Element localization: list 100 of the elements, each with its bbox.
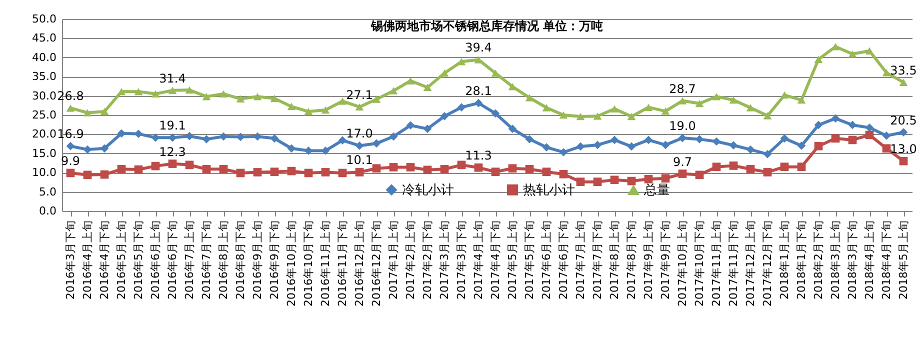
point bbox=[66, 168, 75, 178]
x-tick-label: 2017年9月下旬 bbox=[659, 220, 672, 300]
point bbox=[406, 121, 415, 130]
data-label: 9.9 bbox=[60, 154, 80, 168]
x-tick-label: 2017年5月下旬 bbox=[523, 220, 536, 300]
point bbox=[372, 139, 381, 148]
data-label: 11.3 bbox=[465, 148, 492, 163]
x-tick-label: 2017年10月上旬 bbox=[676, 220, 689, 306]
x-tick-label: 2016年12月下旬 bbox=[370, 220, 383, 306]
point bbox=[219, 164, 228, 174]
x-tick-label: 2016年6月下旬 bbox=[166, 220, 179, 300]
data-label: 19.0 bbox=[669, 119, 696, 134]
point bbox=[712, 137, 721, 146]
point bbox=[576, 178, 585, 186]
point bbox=[763, 168, 772, 176]
point bbox=[729, 141, 738, 150]
data-label: 19.1 bbox=[159, 118, 186, 133]
point bbox=[780, 134, 789, 143]
y-tick-label: 10.0 bbox=[32, 166, 56, 180]
point bbox=[117, 88, 126, 96]
point bbox=[610, 105, 619, 112]
point bbox=[882, 144, 891, 153]
point bbox=[83, 170, 92, 180]
x-tick-label: 2016年7月上旬 bbox=[183, 220, 196, 300]
point bbox=[389, 132, 398, 141]
point bbox=[865, 47, 874, 54]
point bbox=[406, 77, 415, 84]
point bbox=[151, 162, 160, 170]
point bbox=[678, 170, 687, 178]
point bbox=[304, 108, 313, 116]
x-tick-label: 2017年9月上旬 bbox=[642, 220, 655, 300]
x-tick-label: 2017年8月上旬 bbox=[608, 220, 621, 300]
point bbox=[457, 103, 466, 112]
point bbox=[882, 69, 891, 76]
point bbox=[168, 86, 177, 94]
point bbox=[712, 162, 721, 172]
y-tick-label: 20.0 bbox=[32, 128, 56, 141]
x-tick-label: 2016年11月上旬 bbox=[319, 220, 332, 306]
point bbox=[355, 142, 364, 150]
point bbox=[423, 84, 432, 91]
point bbox=[576, 142, 585, 151]
legend-label: 冷轧小计 bbox=[402, 182, 454, 198]
point bbox=[440, 164, 449, 174]
point bbox=[474, 98, 483, 108]
data-label: 27.1 bbox=[346, 88, 373, 102]
x-tick-label: 2018年1月上旬 bbox=[778, 220, 791, 300]
point bbox=[661, 140, 670, 150]
x-tick-label: 2017年8月下旬 bbox=[625, 220, 638, 300]
point bbox=[253, 92, 262, 100]
point bbox=[202, 135, 211, 144]
point bbox=[882, 132, 891, 140]
point bbox=[865, 123, 874, 132]
data-label: 31.4 bbox=[159, 71, 186, 86]
point bbox=[355, 168, 364, 176]
point bbox=[134, 88, 143, 96]
x-tick-label: 2017年3月下旬 bbox=[455, 220, 468, 300]
point bbox=[899, 156, 908, 166]
x-tick-label: 2017年10月下旬 bbox=[693, 220, 706, 306]
x-tick-label: 2016年9月上旬 bbox=[251, 220, 264, 300]
point bbox=[338, 168, 347, 178]
data-label: 26.8 bbox=[57, 89, 84, 104]
data-label: 28.7 bbox=[669, 82, 696, 96]
point bbox=[117, 164, 126, 174]
data-label: 12.3 bbox=[159, 144, 186, 159]
data-label: 16.9 bbox=[57, 127, 84, 142]
point bbox=[610, 136, 619, 144]
point bbox=[542, 168, 551, 176]
x-tick-label: 2017年11月下旬 bbox=[727, 220, 740, 306]
x-tick-label: 2018年1月下旬 bbox=[795, 220, 808, 300]
point bbox=[848, 50, 857, 58]
point bbox=[440, 112, 449, 120]
point bbox=[100, 108, 109, 116]
y-tick-label: 45.0 bbox=[32, 32, 56, 45]
y-tick-label: 30.0 bbox=[32, 89, 56, 102]
point bbox=[508, 164, 517, 173]
point bbox=[729, 96, 738, 104]
x-tick-label: 2016年5月下旬 bbox=[132, 220, 145, 300]
point bbox=[202, 164, 211, 174]
x-tick-label: 2017年6月下旬 bbox=[557, 220, 570, 300]
x-tick-label: 2016年3月下旬 bbox=[64, 220, 77, 300]
y-tick-label: 40.0 bbox=[32, 50, 56, 64]
point bbox=[661, 108, 670, 115]
x-tick-label: 2018年4月上旬 bbox=[863, 220, 876, 300]
point bbox=[899, 78, 908, 86]
x-tick-label: 2017年12月下旬 bbox=[761, 220, 774, 306]
point bbox=[644, 174, 653, 184]
point bbox=[66, 104, 75, 112]
point bbox=[185, 86, 194, 94]
point bbox=[814, 142, 823, 150]
point bbox=[661, 174, 670, 183]
point bbox=[287, 102, 296, 110]
x-tick-label: 2016年8月下旬 bbox=[234, 220, 247, 300]
point bbox=[831, 114, 840, 123]
point bbox=[151, 90, 160, 98]
point bbox=[100, 170, 109, 179]
x-tick-label: 2016年6月上旬 bbox=[149, 220, 162, 300]
point bbox=[355, 103, 364, 111]
point bbox=[763, 150, 772, 158]
x-tick-label: 2017年2月上旬 bbox=[404, 220, 417, 300]
x-tick-label: 2016年4月上旬 bbox=[81, 220, 94, 300]
